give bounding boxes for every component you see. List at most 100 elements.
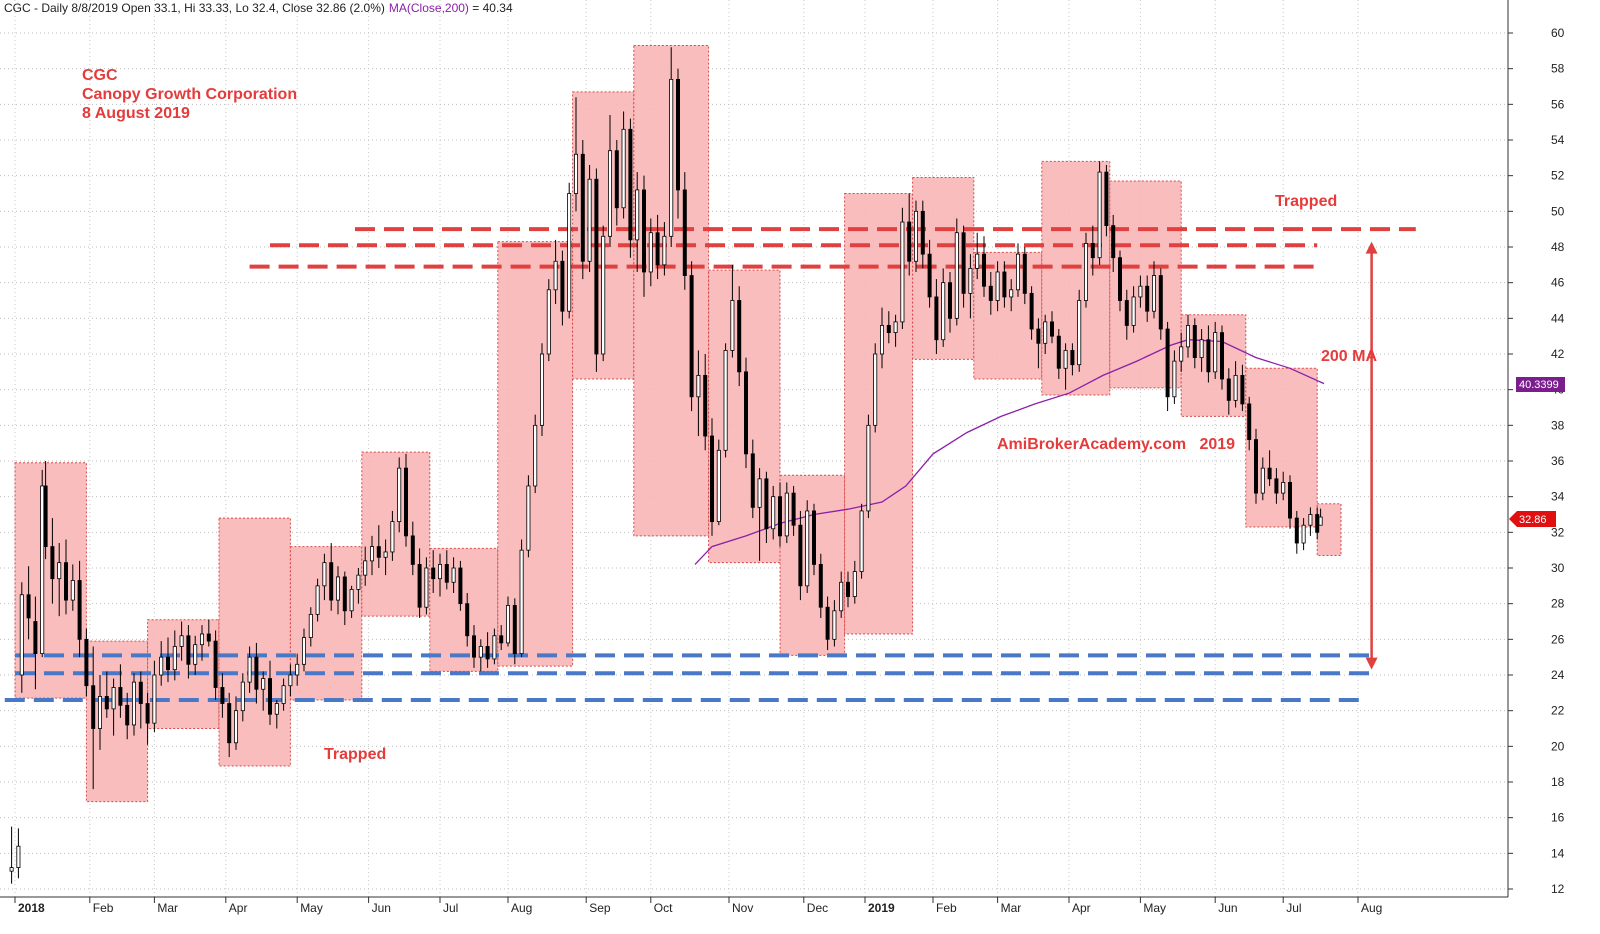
candle-body (26, 594, 31, 619)
y-tick-label: 56 (1551, 97, 1565, 111)
y-tick-label: 42 (1551, 347, 1565, 361)
candle-body (642, 189, 647, 273)
candle-body (220, 687, 225, 704)
candle-body (614, 150, 619, 209)
candle-body (655, 232, 660, 266)
candle-body (403, 467, 408, 537)
close-price-text: 32.86 (1519, 514, 1547, 526)
x-tick-label: 2018 (18, 901, 45, 915)
candle-body (499, 635, 504, 644)
candle-body (710, 435, 715, 523)
candle-body (825, 606, 830, 640)
candle-body (1199, 339, 1204, 358)
x-axis: 2018 Feb Mar Apr May Jun Jul Aug Sep Oct Nov Dec 201… (0, 896, 1508, 915)
y-tick-label: 12 (1551, 882, 1565, 896)
candle-body (1036, 328, 1041, 344)
candle-body (1056, 335, 1061, 369)
candle-body (1111, 225, 1116, 259)
y-tick-label: 24 (1551, 668, 1565, 682)
candle-body (1186, 325, 1191, 348)
candle-body (1070, 350, 1075, 366)
ma-value-text: 40.3399 (1519, 379, 1559, 391)
candle-body (1043, 321, 1048, 344)
trapped-label-top: Trapped (1275, 193, 1337, 210)
y-tick-label: 18 (1551, 775, 1565, 789)
candle-body (1233, 374, 1238, 401)
candle-body (682, 189, 687, 276)
candle-body (329, 562, 334, 601)
candle-body (444, 564, 449, 583)
range-box (14, 462, 87, 699)
candle-body (322, 562, 327, 587)
candle-body (199, 633, 204, 646)
candle-body (689, 275, 694, 398)
y-axis: 1214161820222426283032343638404244464850… (1507, 0, 1565, 897)
candle-body (91, 685, 96, 729)
candle-body (1260, 467, 1265, 494)
watermark: AmiBrokerAcademy.com 2019 (997, 436, 1235, 453)
candle-body (342, 576, 347, 612)
candle-body (383, 551, 388, 558)
candle-body (118, 687, 123, 706)
chart-header: CGC - Daily 8/8/2019 Open 33.1, Hi 33.33… (4, 1, 513, 15)
candle-body (1138, 285, 1143, 298)
candle-body (798, 524, 803, 587)
candle-body (982, 253, 987, 287)
y-tick-label: 58 (1551, 62, 1565, 76)
y-tick-label: 32 (1551, 525, 1565, 539)
candle-body (594, 178, 599, 355)
y-tick-label: 44 (1551, 311, 1565, 325)
x-tick-label: May (300, 901, 323, 915)
candle-body (635, 189, 640, 241)
candle-body (648, 232, 653, 273)
candle-body (492, 635, 497, 660)
candle-body (315, 585, 320, 615)
candle-body (744, 371, 749, 455)
candle-body (1220, 332, 1225, 380)
candle-body (1022, 253, 1027, 294)
candle-body (1158, 275, 1163, 330)
candle-body (125, 704, 130, 726)
candle-body (1274, 478, 1279, 494)
candle-body (1288, 481, 1293, 519)
candle-body (1097, 171, 1102, 259)
x-tick-label: Mar (157, 901, 178, 915)
candle-body (213, 640, 218, 688)
candle-body (512, 605, 517, 655)
candle-body (737, 300, 742, 373)
ma-200-label: 200 MA (1321, 348, 1377, 365)
candle-body (1152, 275, 1157, 312)
candle-body (818, 564, 823, 608)
y-tick-label: 54 (1551, 133, 1565, 147)
candle-body (70, 580, 75, 601)
candle-body (43, 485, 48, 548)
candle-body (791, 492, 796, 526)
candle-body (206, 633, 211, 642)
y-tick-label: 36 (1551, 454, 1565, 468)
candle-body (1172, 360, 1177, 398)
title-symbol: CGC (82, 67, 118, 84)
y-tick-label: 50 (1551, 204, 1565, 218)
candle-body (254, 656, 259, 690)
x-tick-label: 2019 (868, 901, 895, 915)
candle-body (19, 594, 24, 676)
candle-body (165, 656, 170, 671)
candle-body (33, 621, 38, 654)
candle-body (587, 178, 592, 262)
candle-body (458, 567, 463, 605)
candle-body (363, 560, 368, 576)
candle-body (553, 260, 558, 291)
candle-body (301, 637, 306, 665)
candle-body (1104, 171, 1109, 227)
y-tick-label: 34 (1551, 490, 1565, 504)
candle-body (546, 289, 551, 355)
level-lines (4, 227, 1416, 702)
candle-body (764, 478, 769, 530)
candle-body (832, 610, 837, 640)
x-tick-label: Aug (1361, 901, 1382, 915)
candle-body (941, 282, 946, 341)
candle-body (533, 424, 538, 487)
candle-body (723, 350, 728, 451)
